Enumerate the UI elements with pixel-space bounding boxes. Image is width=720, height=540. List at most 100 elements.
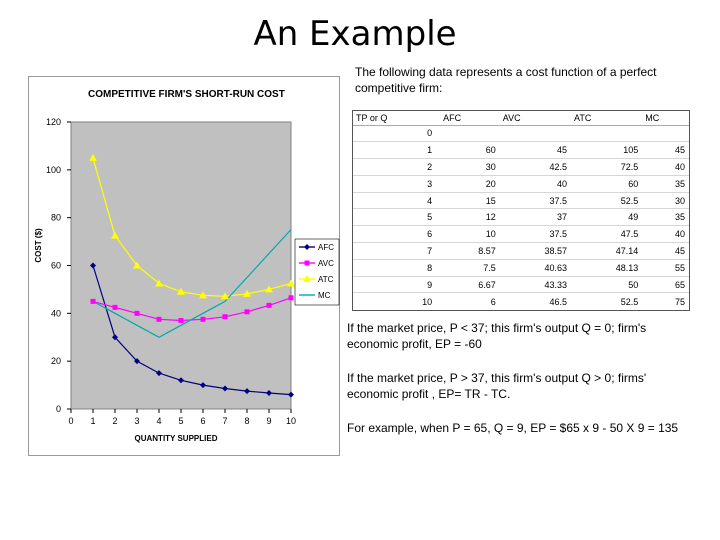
intro-text: The following data represents a cost fun…	[355, 65, 657, 95]
data-point-avc	[200, 316, 206, 322]
y-tick-label: 40	[51, 308, 61, 318]
x-tick-label: 4	[156, 416, 161, 426]
table-cell: 46.5	[499, 292, 572, 310]
data-point-avc	[266, 302, 272, 308]
table-cell: 52.5	[571, 292, 643, 310]
data-point-afc	[288, 391, 294, 398]
table-cell: 6.67	[440, 275, 500, 293]
table-row: 3 20 40 60 35	[353, 174, 689, 193]
table-cell: 6	[440, 292, 500, 310]
cost-chart: COMPETITIVE FIRM'S SHORT-RUN COST0204060…	[34, 89, 340, 443]
paragraph-example: For example, when P = 65, Q = 9, EP = $6…	[347, 421, 679, 435]
table-cell: 75	[642, 292, 689, 310]
data-point-afc	[112, 334, 118, 341]
x-tick-label: 2	[112, 416, 117, 426]
data-point-atc	[89, 153, 97, 161]
table-cell: 45	[642, 141, 689, 159]
data-point-afc	[244, 388, 250, 395]
data-point-afc	[134, 358, 140, 365]
header-mc: MC	[642, 111, 689, 126]
chart-title: COMPETITIVE FIRM'S SHORT-RUN COST	[88, 89, 285, 100]
header-avc: AVC	[499, 111, 572, 126]
y-tick-label: 120	[46, 117, 61, 127]
y-tick-label: 60	[51, 261, 61, 271]
table-cell: 38.57	[499, 242, 572, 260]
table-cell: 65	[642, 275, 689, 293]
table-row: 9 6.67 43.33 50 65	[353, 275, 689, 293]
table-cell: 40	[642, 158, 689, 176]
data-point-atc	[111, 231, 119, 239]
table-row: 2 30 42.5 72.5 40	[353, 158, 689, 176]
table-cell: 9	[353, 275, 441, 293]
table-row: 1 60 45 105 45	[353, 141, 689, 159]
header-q: TP or Q	[353, 111, 441, 126]
table-cell: 20	[440, 174, 500, 193]
table-cell: 10	[440, 225, 500, 243]
data-point-avc	[244, 309, 250, 315]
table-header-row: TP or Q AFC AVC ATC MC	[353, 111, 689, 126]
y-tick-label: 20	[51, 356, 61, 366]
table-cell: 72.5	[571, 158, 643, 176]
data-point-avc	[134, 310, 140, 316]
series-line-atc	[92, 157, 292, 297]
table-cell: 40	[642, 225, 689, 243]
table-cell: 37.5	[499, 191, 572, 209]
slide-title: An Example	[253, 14, 457, 54]
table-cell: 12	[440, 208, 500, 226]
table-cell	[571, 124, 643, 142]
table-cell: 60	[571, 174, 643, 193]
data-point-atc	[265, 285, 273, 293]
x-tick-label: 8	[244, 416, 249, 426]
paragraph-low-price: If the market price, P < 37; this firm's…	[347, 321, 647, 351]
legend-box	[294, 238, 340, 306]
table-cell: 43.33	[499, 275, 572, 293]
table-cell: 8	[353, 258, 441, 277]
table-row: 6 10 37.5 47.5 40	[353, 225, 689, 243]
cost-chart-panel: COMPETITIVE FIRM'S SHORT-RUN COST 0 20 40 60…	[28, 76, 340, 456]
cost-table-container: TP or Q AFC AVC ATC MC 0 1 60 45 105 45 2 30 42.…	[352, 110, 690, 311]
header-atc: ATC	[571, 111, 643, 126]
table-cell: 47.5	[571, 225, 643, 243]
table-row: 4 15 37.5 52.5 30	[353, 191, 689, 209]
table-cell: 2	[353, 158, 441, 176]
table-cell	[440, 124, 500, 142]
table-cell: 15	[440, 191, 500, 209]
table-cell: 30	[440, 158, 500, 176]
data-point-atc	[155, 279, 163, 287]
table-cell: 5	[353, 208, 441, 226]
y-tick-label: 0	[56, 404, 61, 414]
x-tick-label: 1	[90, 416, 95, 426]
data-point-atc	[243, 289, 251, 297]
table-cell: 48.13	[571, 258, 643, 277]
data-point-atc	[177, 287, 185, 295]
header-afc: AFC	[440, 111, 500, 126]
table-cell: 37.5	[499, 225, 572, 243]
data-point-avc	[156, 316, 162, 322]
x-tick-label: 5	[178, 416, 183, 426]
data-point-afc	[90, 262, 96, 269]
data-point-avc	[90, 298, 96, 304]
series-line-afc	[92, 265, 292, 396]
data-point-afc	[156, 370, 162, 377]
table-row: 10 6 46.5 52.5 75	[353, 292, 689, 310]
table-cell: 1	[353, 141, 441, 159]
legend-marker-atc	[303, 275, 311, 282]
table-cell: 40	[499, 174, 572, 193]
x-tick-label: 6	[200, 416, 205, 426]
legend-label-atc: ATC	[318, 275, 334, 284]
table-row: 7 8.57 38.57 47.14 45	[353, 242, 689, 260]
table-cell: 35	[642, 174, 689, 193]
y-tick-label: 80	[51, 213, 61, 223]
table-row: 5 12 37 49 35	[353, 208, 689, 226]
table-cell: 3	[353, 174, 441, 193]
legend-label-afc: AFC	[318, 243, 334, 252]
x-tick-label: 3	[134, 416, 139, 426]
table-body: 0 1 60 45 105 45 2 30 42.5 72.5 40 3 20 40 60 35 4 15 37.5…	[353, 124, 689, 310]
x-tick-label: 0	[68, 416, 73, 426]
data-point-afc	[200, 382, 206, 389]
table-cell: 4	[353, 191, 441, 209]
data-point-atc	[287, 279, 295, 287]
legend-label-avc: AVC	[318, 259, 334, 268]
x-tick-label: 7	[222, 416, 227, 426]
x-axis-label: QUANTITY SUPPLIED	[135, 434, 218, 443]
